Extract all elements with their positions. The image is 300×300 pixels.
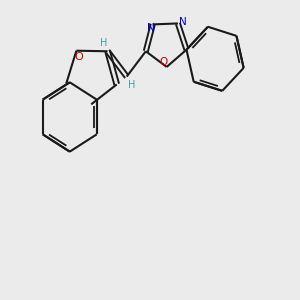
Text: N: N (147, 23, 155, 33)
Text: N: N (179, 17, 187, 27)
Text: O: O (159, 57, 167, 67)
Text: O: O (74, 52, 83, 61)
Text: H: H (100, 38, 107, 48)
Text: H: H (128, 80, 136, 91)
